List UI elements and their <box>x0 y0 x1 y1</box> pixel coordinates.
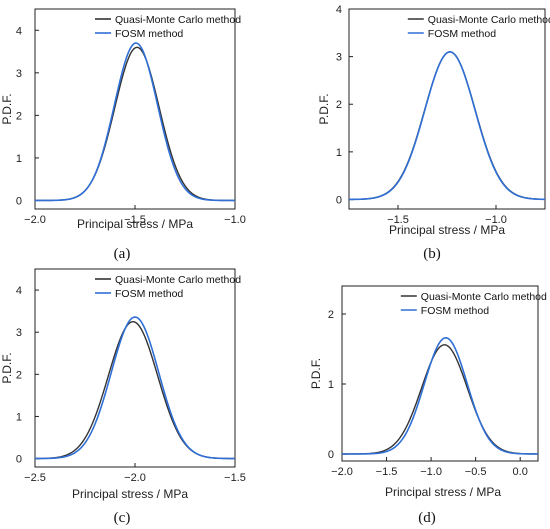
series-line-quasi-monte-carlo <box>342 344 538 455</box>
x-tick-label: −0.5 <box>465 466 487 478</box>
chart-panel-d: −2.0 −1.5 −1.0 −0.5 0.0 0 1 2 Principal stress /… <box>309 285 547 526</box>
legend: Quasi-Monte Carlo method FOSM method <box>407 14 550 40</box>
y-tick-label: 1 <box>16 411 22 423</box>
legend-label: FOSM method <box>115 288 183 300</box>
legend-label: Quasi-Monte Carlo method <box>421 291 547 303</box>
x-tick-label: −1.5 <box>376 466 398 478</box>
legend: Quasi-Monte Carlo method FOSM method <box>95 274 241 300</box>
y-tick-label: 1 <box>328 379 334 391</box>
y-tick-label: 1 <box>336 147 342 159</box>
x-tick-label: −2.0 <box>331 466 353 478</box>
x-tick-label: −1.0 <box>420 466 442 478</box>
x-tick-label: −1.0 <box>224 214 246 226</box>
series-line-quasi-monte-carlo <box>35 320 235 460</box>
y-axis-label: P.D.F. <box>0 93 14 124</box>
y-tick-label: 3 <box>336 52 342 64</box>
x-tick-label: −1.5 <box>124 214 146 226</box>
subfigure-caption: (d) <box>418 510 436 526</box>
y-tick-label: 2 <box>16 369 22 381</box>
y-tick-label: 4 <box>16 25 22 37</box>
series-line-fosm <box>35 42 235 202</box>
y-tick-label: 2 <box>16 110 22 122</box>
y-tick-label: 0 <box>16 195 22 207</box>
y-tick-label: 0 <box>336 194 342 206</box>
x-tick-label: 0.0 <box>513 466 528 478</box>
legend-label: Quasi-Monte Carlo method <box>115 274 241 286</box>
series-line-fosm <box>349 51 545 201</box>
legend-label: Quasi-Monte Carlo method <box>115 14 241 26</box>
y-axis-label: P.D.F. <box>0 352 14 383</box>
series-line-quasi-monte-carlo <box>349 51 545 201</box>
y-tick-label: 4 <box>336 4 342 16</box>
x-tick-label: −1.0 <box>485 214 507 226</box>
y-tick-label: 1 <box>16 153 22 165</box>
y-tick-label: 3 <box>16 68 22 80</box>
chart-panel-c: −2.5 −2.0 −1.5 0 1 2 3 4 Principal stress / MPa P… <box>0 268 246 526</box>
legend-label: FOSM method <box>115 28 183 40</box>
x-tick-label: −2.0 <box>124 472 146 484</box>
y-tick-label: 2 <box>328 309 334 321</box>
legend: Quasi-Monte Carlo method FOSM method <box>400 291 547 317</box>
x-axis-label: Principal stress / MPa <box>72 487 188 501</box>
legend-label: FOSM method <box>421 305 489 317</box>
subfigure-caption: (b) <box>423 246 441 262</box>
y-tick-label: 2 <box>336 99 342 111</box>
x-axis-label: Principal stress / MPa <box>389 223 505 237</box>
x-tick-label: −2.0 <box>24 214 46 226</box>
y-tick-label: 3 <box>16 327 22 339</box>
y-axis-label: P.D.F. <box>309 358 323 389</box>
chart-panel-a: −2.0 −1.5 −1.0 0 1 2 3 4 Principal stress / MPa P… <box>0 8 246 262</box>
x-tick-label: −1.5 <box>224 472 246 484</box>
plot-frame <box>348 8 546 210</box>
series-line-quasi-monte-carlo <box>35 46 235 202</box>
y-tick-label: 4 <box>16 285 22 297</box>
x-axis-label: Principal stress / MPa <box>385 485 501 499</box>
x-axis-label: Principal stress / MPa <box>77 217 193 231</box>
plot-frame <box>341 285 539 462</box>
subfigure-caption: (a) <box>114 246 131 262</box>
legend-label: Quasi-Monte Carlo method <box>428 14 550 26</box>
x-tick-label: −2.5 <box>24 472 46 484</box>
y-tick-label: 0 <box>328 449 334 461</box>
series-line-fosm <box>35 316 235 460</box>
x-tick-label: −1.5 <box>387 214 409 226</box>
y-axis-label: P.D.F. <box>317 93 331 124</box>
subfigure-caption: (c) <box>114 510 131 526</box>
legend-label: FOSM method <box>428 28 496 40</box>
chart-panel-b: −1.5 −1.0 0 1 2 3 4 Principal stress / MPa P.D.F… <box>317 4 550 262</box>
series-line-fosm <box>342 337 538 455</box>
y-tick-label: 0 <box>16 454 22 466</box>
legend: Quasi-Monte Carlo method FOSM method <box>95 14 241 40</box>
